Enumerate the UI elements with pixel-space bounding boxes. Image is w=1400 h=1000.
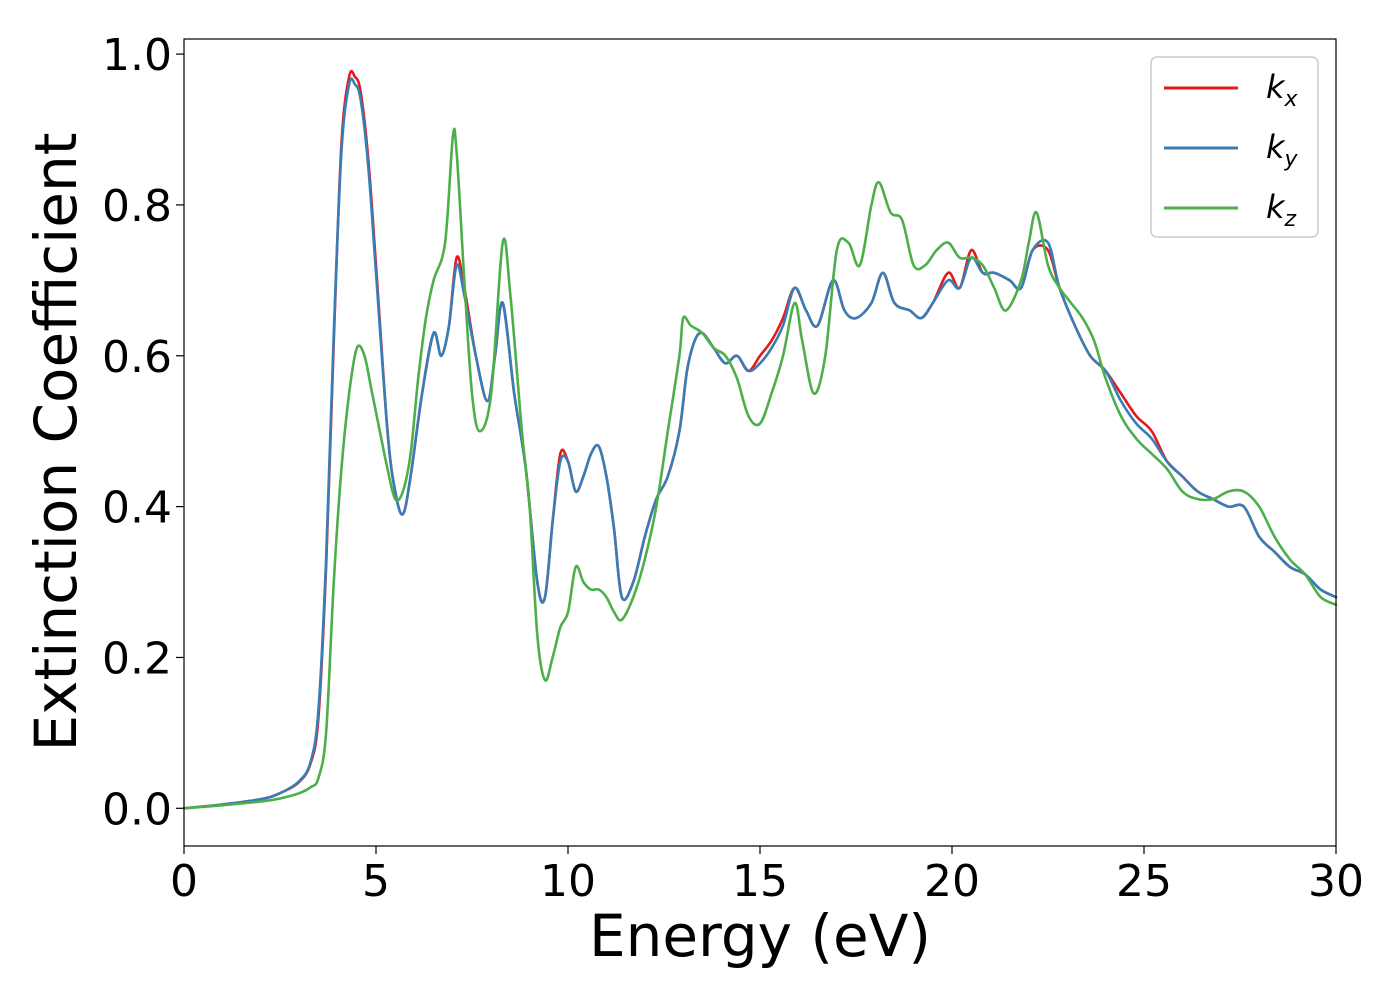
series-line-kz — [182, 127, 1338, 810]
series-line-ky — [182, 77, 1338, 810]
x-tick-label: 25 — [1116, 856, 1172, 907]
x-tick-label: 30 — [1308, 856, 1364, 907]
y-tick-label: 0.8 — [102, 181, 172, 232]
x-axis: 0 5 10 15 20 25 30 — [170, 846, 1364, 907]
x-tick-label: 15 — [732, 856, 788, 907]
y-axis-title: Extinction Coefficient — [22, 133, 90, 752]
y-tick-label: 0.6 — [102, 332, 172, 383]
x-tick-label: 20 — [924, 856, 980, 907]
x-tick-label: 10 — [540, 856, 596, 907]
y-tick-label: 0.0 — [102, 784, 172, 835]
y-axis: 0.0 0.2 0.4 0.6 0.8 1.0 — [102, 30, 184, 835]
y-tick-label: 0.2 — [102, 633, 172, 684]
x-tick-label: 0 — [170, 856, 198, 907]
x-tick-label: 5 — [362, 856, 390, 907]
y-tick-label: 0.4 — [102, 483, 172, 534]
y-tick-label: 1.0 — [102, 30, 172, 81]
series-layer — [182, 69, 1338, 810]
x-axis-title: Energy (eV) — [589, 902, 931, 970]
